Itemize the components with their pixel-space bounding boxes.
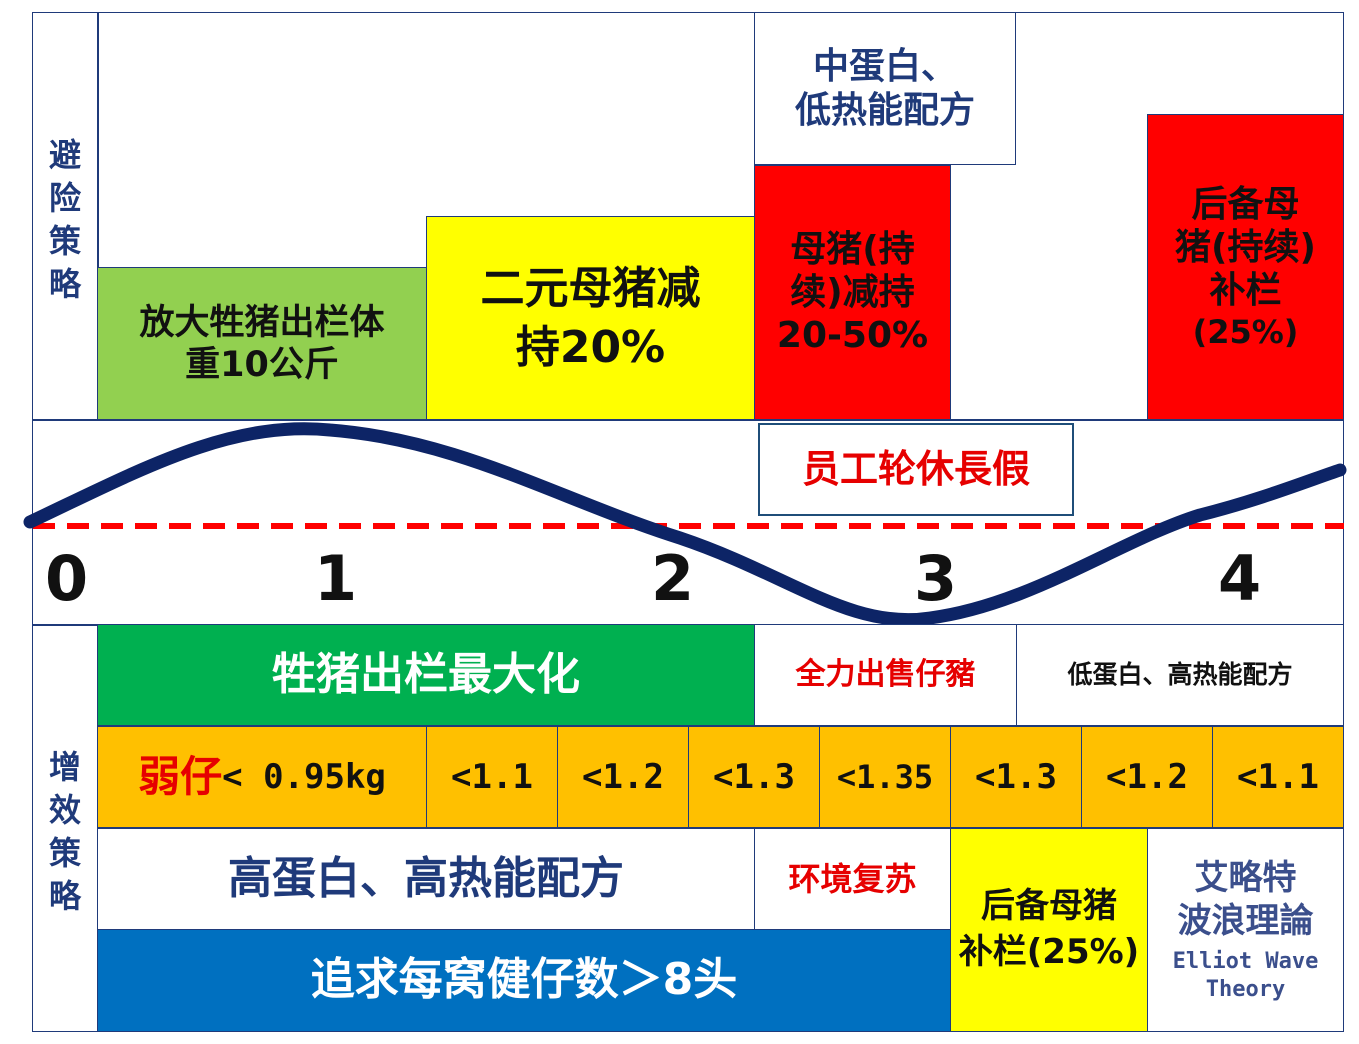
max-market-box: 牲猪出栏最大化 xyxy=(97,624,755,726)
gilt-restock-bottom-box: 后备母猪 补栏(25%) xyxy=(950,828,1148,1032)
threshold-cell: <1.2 xyxy=(1081,726,1213,828)
weak-piglet-box: 弱仔 < 0.95kg xyxy=(97,726,427,828)
gilt-restock-top-box: 后备母 猪(持续) 补栏 (25%) xyxy=(1147,114,1344,420)
sow-reduce-box: 母猪(持 续)减持 20-50% xyxy=(754,165,951,420)
sell-piglets-box: 全力出售仔豬 xyxy=(754,624,1017,726)
staff-leave-box: 员工轮休長假 xyxy=(758,423,1074,516)
threshold-cell: <1.2 xyxy=(557,726,689,828)
env-recovery-box: 环境复苏 xyxy=(754,828,951,930)
pursue-litter-box: 追求每窝健仔数＞8头 xyxy=(97,929,951,1032)
tick-2: 2 xyxy=(651,542,695,615)
divider-left xyxy=(97,12,99,419)
threshold-cell: <1.3 xyxy=(950,726,1082,828)
low-protein-box: 低蛋白、高热能配方 xyxy=(1016,624,1344,726)
mid-protein-box: 中蛋白、 低热能配方 xyxy=(754,12,1016,165)
elliot-wave-box: 艾略特 波浪理論 Elliot Wave Theory xyxy=(1147,828,1344,1032)
tick-3: 3 xyxy=(914,542,958,615)
tick-1: 1 xyxy=(314,542,358,615)
risk-strategy-label: 避 险 策 略 xyxy=(48,135,81,304)
enlarge-weight-box: 放大牲猪出栏体 重10公斤 xyxy=(97,267,427,420)
threshold-cell: <1.3 xyxy=(688,726,820,828)
threshold-cell: <1.35 xyxy=(819,726,951,828)
threshold-cell: <1.1 xyxy=(426,726,558,828)
high-protein-box: 高蛋白、高热能配方 xyxy=(97,828,755,930)
gain-strategy-label: 增 效 策 略 xyxy=(48,747,81,916)
two-way-sow-box: 二元母猪减 持20% xyxy=(426,216,755,420)
tick-0: 0 xyxy=(45,542,89,615)
tick-4: 4 xyxy=(1218,542,1262,615)
threshold-cell: <1.1 xyxy=(1212,726,1344,828)
